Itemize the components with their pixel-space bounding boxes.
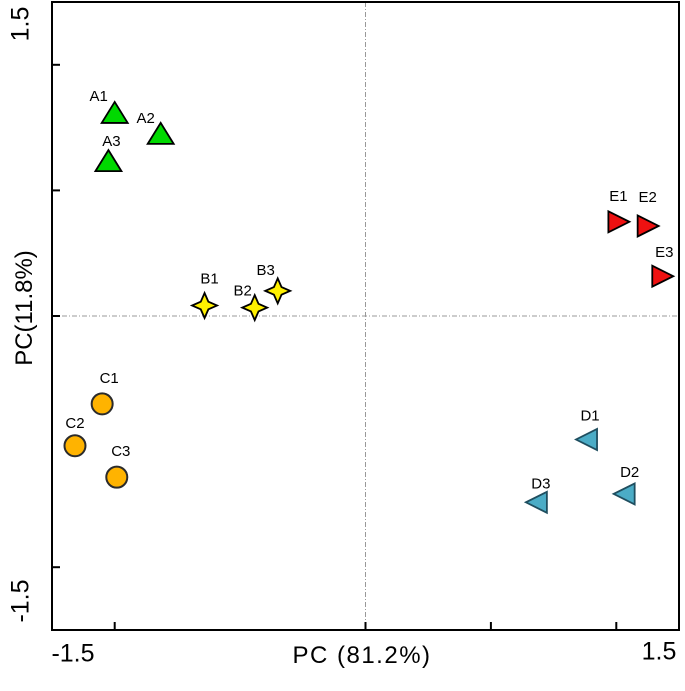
data-point-C3	[105, 465, 129, 489]
data-point-A1	[100, 100, 130, 124]
data-point-D2	[611, 481, 636, 506]
point-label-B2: B2	[234, 283, 252, 300]
point-label-A3: A3	[102, 133, 120, 150]
data-point-A2	[146, 121, 176, 145]
data-point-D3	[523, 490, 548, 515]
y-axis-min-tick-label: -1.5	[6, 579, 35, 623]
data-point-B1	[189, 290, 220, 321]
point-label-A2: A2	[137, 110, 155, 127]
point-label-D2: D2	[620, 464, 639, 481]
point-label-E3: E3	[655, 244, 673, 261]
data-point-D1	[574, 427, 598, 452]
data-point-B3	[262, 276, 293, 306]
point-label-C2: C2	[65, 415, 84, 432]
point-label-E1: E1	[609, 188, 627, 205]
data-point-E2	[636, 214, 661, 238]
data-point-C2	[63, 434, 87, 458]
y-axis-title: PC(11.8%)	[11, 250, 38, 366]
y-axis-max-tick-label: 1.5	[6, 6, 35, 42]
data-point-B2	[239, 292, 270, 323]
point-label-A1: A1	[90, 88, 108, 105]
point-label-C1: C1	[100, 370, 119, 387]
data-point-E3	[651, 264, 676, 289]
x-axis-max-tick-label: 1.5	[641, 637, 677, 666]
data-point-C1	[90, 392, 114, 416]
x-axis-title: PC (81.2%)	[292, 642, 432, 669]
data-point-E1	[607, 209, 632, 234]
point-label-D3: D3	[531, 475, 550, 492]
point-label-C3: C3	[111, 443, 130, 460]
data-point-A3	[93, 148, 124, 172]
point-label-B3: B3	[257, 262, 275, 279]
point-label-B1: B1	[200, 271, 218, 288]
point-label-E2: E2	[638, 189, 656, 206]
point-label-D1: D1	[580, 408, 599, 425]
x-axis-min-tick-label: -1.5	[51, 639, 95, 668]
